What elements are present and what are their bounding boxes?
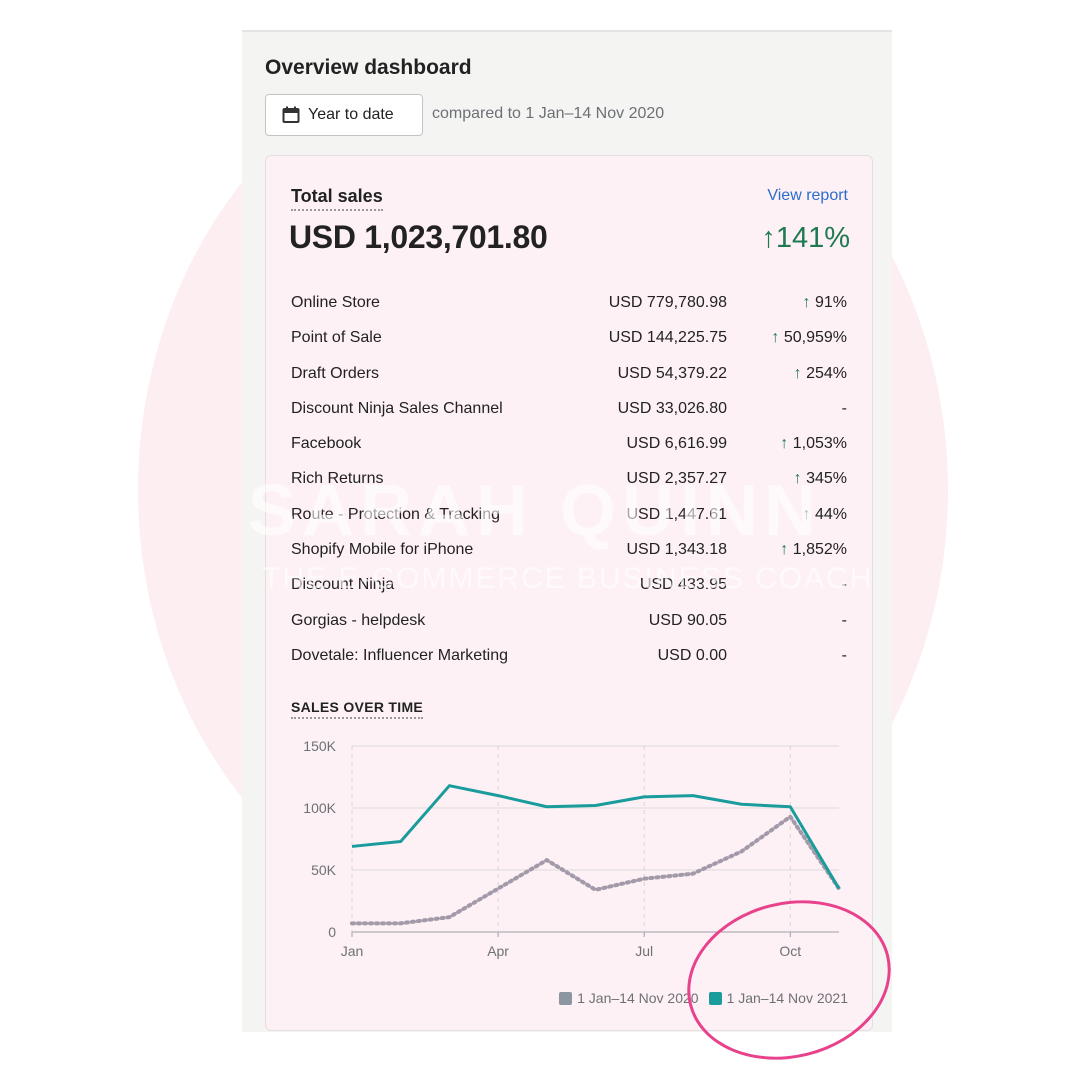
table-row: Dovetale: Influencer Marketing USD 0.00 - [291, 639, 851, 674]
channel-amount: USD 433.95 [639, 576, 727, 594]
legend-swatch [708, 991, 722, 1005]
up-arrow-icon: ↑ [802, 505, 811, 523]
channel-change: ↑ 1,053% [780, 435, 847, 453]
channel-amount: USD 1,447.61 [626, 505, 727, 523]
legend-label: 1 Jan–14 Nov 2020 [577, 990, 699, 1006]
channel-amount: USD 1,343.18 [626, 541, 727, 559]
channel-name: Facebook [291, 435, 362, 453]
dashboard-panel: Overview dashboard Year to date compared… [242, 30, 892, 1032]
table-row: Discount Ninja USD 433.95 - [291, 568, 851, 603]
channel-amount: USD 2,357.27 [626, 470, 727, 488]
channel-name: Rich Returns [291, 470, 384, 488]
up-arrow-icon: ↑ [771, 329, 780, 347]
chart-legend: 1 Jan–14 Nov 2020 1 Jan–14 Nov 2021 [559, 990, 848, 1006]
channel-name: Discount Ninja [291, 576, 395, 594]
compare-text: compared to 1 Jan–14 Nov 2020 [432, 105, 665, 122]
channel-name: Point of Sale [291, 329, 382, 347]
up-arrow-icon: ↑ [793, 364, 802, 382]
change-value: 1,852% [792, 541, 847, 559]
sales-over-time-chart: 0 50K 100K 150K Jan Apr Jul Oct [303, 738, 841, 959]
up-arrow-icon: ↑ [780, 435, 789, 453]
change-value: 50,959% [783, 329, 847, 347]
x-tick-label: Jul [635, 943, 653, 959]
channel-change: ↑ 50,959% [771, 329, 847, 347]
change-value: 91% [814, 294, 847, 311]
x-tick-label: Oct [779, 943, 801, 959]
channel-change: ↑ 1,852% [780, 541, 847, 559]
y-tick-label: 150K [303, 738, 336, 754]
channel-change: - [842, 576, 847, 594]
legend-item-2020: 1 Jan–14 Nov 2020 [559, 990, 699, 1006]
view-report-link[interactable]: View report [767, 187, 848, 204]
change-value: 345% [806, 470, 847, 488]
table-row: Shopify Mobile for iPhone USD 1,343.18 ↑ 1… [291, 533, 851, 568]
up-arrow-icon: ↑ [802, 294, 811, 311]
table-row: Online Store USD 779,780.98 ↑ 91% [291, 286, 851, 321]
table-row: Gorgias - helpdesk USD 90.05 - [291, 604, 851, 639]
change-value: - [841, 399, 847, 417]
total-sales-title[interactable]: Total sales [291, 186, 383, 211]
channel-amount: USD 54,379.22 [617, 364, 727, 382]
channel-change: - [842, 612, 847, 630]
channel-change: - [842, 400, 847, 418]
legend-item-2021: 1 Jan–14 Nov 2021 [708, 990, 848, 1006]
table-row: Rich Returns USD 2,357.27 ↑ 345% [291, 462, 851, 497]
date-range-label: Year to date [308, 106, 394, 123]
channel-name: Gorgias - helpdesk [291, 611, 426, 629]
channel-amount: USD 779,780.98 [608, 294, 727, 311]
channel-name: Route - Protection & Tracking [291, 505, 500, 523]
date-range-button[interactable]: Year to date [265, 94, 423, 136]
change-value: - [841, 646, 847, 664]
channel-change: - [842, 647, 847, 665]
channel-name: Draft Orders [291, 364, 380, 382]
legend-swatch [559, 991, 573, 1005]
channel-change: ↑ 345% [794, 470, 847, 488]
up-arrow-icon: ↑ [793, 470, 802, 488]
x-tick-label: Apr [487, 943, 509, 959]
x-tick-label: Jan [341, 943, 364, 959]
channel-name: Online Store [291, 294, 380, 311]
change-value: - [841, 576, 847, 594]
y-tick-label: 0 [328, 924, 336, 940]
y-tick-label: 100K [303, 800, 336, 816]
change-value: 254% [806, 364, 847, 382]
legend-label: 1 Jan–14 Nov 2021 [726, 990, 848, 1006]
table-row: Draft Orders USD 54,379.22 ↑ 254% [291, 357, 851, 392]
table-row: Route - Protection & Tracking USD 1,447.6… [291, 498, 851, 533]
sales-channel-list: Online Store USD 779,780.98 ↑ 91% Point of … [291, 286, 851, 674]
channel-amount: USD 6,616.99 [626, 435, 727, 453]
calendar-icon [282, 106, 300, 123]
table-row: Facebook USD 6,616.99 ↑ 1,053% [291, 427, 851, 462]
channel-amount: USD 33,026.80 [617, 399, 727, 417]
chart-title[interactable]: SALES OVER TIME [291, 699, 424, 719]
change-value: 44% [814, 505, 847, 523]
total-sales-change: ↑141% [761, 222, 850, 254]
table-row: Point of Sale USD 144,225.75 ↑ 50,959% [291, 321, 851, 356]
channel-name: Shopify Mobile for iPhone [291, 541, 474, 559]
channel-change: ↑ 254% [794, 365, 847, 383]
page-title: Overview dashboard [265, 56, 472, 79]
series-line-2021 [351, 784, 841, 890]
table-row: Discount Ninja Sales Channel USD 33,026.8… [291, 392, 851, 427]
channel-amount: USD 90.05 [648, 611, 727, 629]
change-value: - [841, 611, 847, 629]
y-tick-label: 50K [311, 862, 337, 878]
up-arrow-icon: ↑ [780, 541, 789, 559]
total-sales-card: Total sales View report USD 1,023,701.80… [265, 155, 873, 1031]
channel-amount: USD 0.00 [657, 646, 727, 664]
total-sales-value: USD 1,023,701.80 [289, 219, 548, 255]
channel-change: ↑ 44% [803, 506, 847, 524]
channel-change: ↑ 91% [803, 294, 847, 312]
channel-amount: USD 144,225.75 [608, 329, 727, 347]
channel-name: Dovetale: Influencer Marketing [291, 646, 508, 664]
channel-name: Discount Ninja Sales Channel [291, 399, 503, 417]
change-value: 1,053% [792, 435, 847, 453]
